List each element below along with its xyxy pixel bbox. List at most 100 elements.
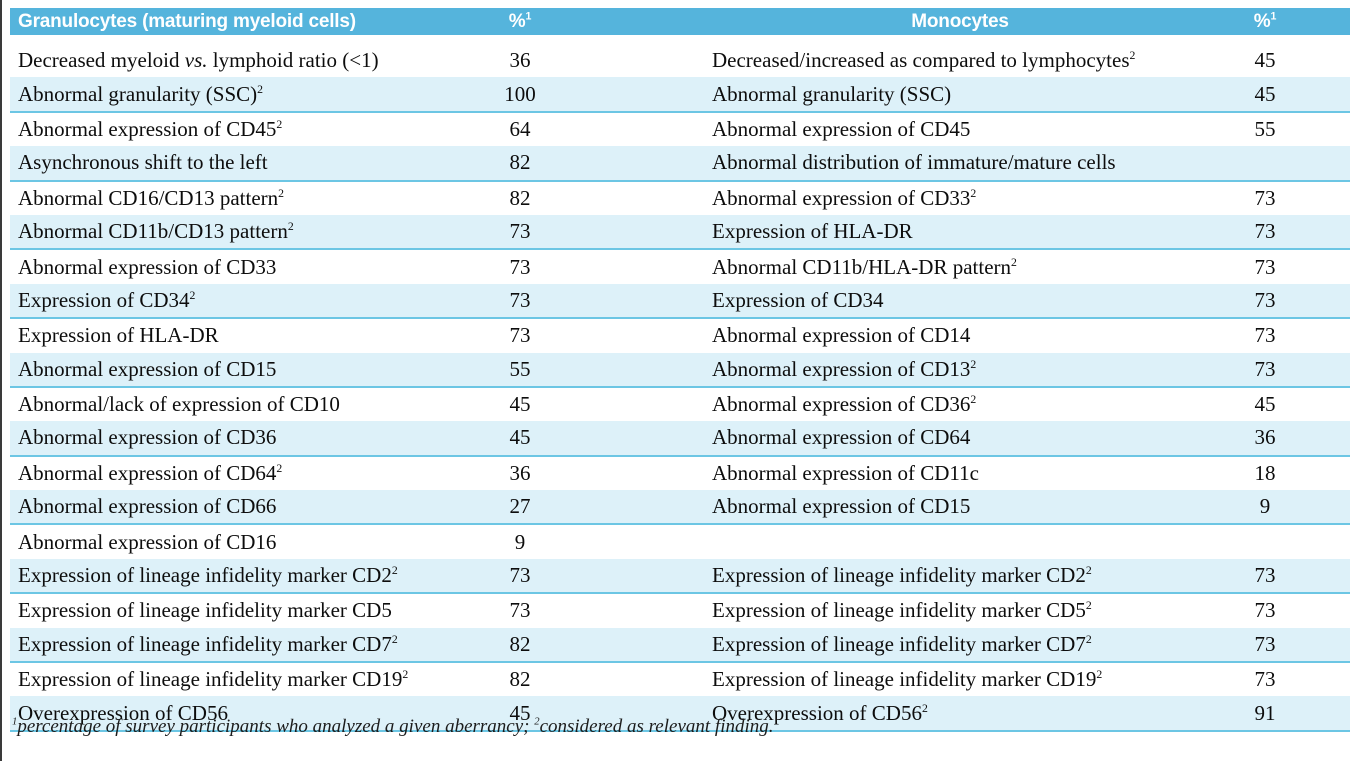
monocyte-aberrancy-cell: Abnormal expression of CD11c: [712, 460, 979, 485]
row-spacer: [560, 456, 710, 490]
table-row: Expression of HLA-DR 73 Abnormal expressio…: [10, 318, 1350, 352]
row-tail: [1320, 318, 1350, 352]
granulocyte-percent-cell: 73: [509, 323, 531, 348]
table-row: Expression of lineage infidelity marker …: [10, 627, 1350, 664]
granulocyte-aberrancy-cell: Abnormal expression of CD66: [10, 490, 480, 526]
table-row: Overexpression of CD56 45 Overexpression o…: [10, 696, 1350, 732]
monocyte-percent-cell: [1210, 146, 1320, 182]
granulocyte-aberrancy-cell: Abnormal expression of CD33: [18, 254, 277, 279]
table-row: Abnormal expression of CD16 9: [10, 524, 1350, 558]
left-border-rule: [0, 0, 2, 761]
row-tail: [1320, 593, 1350, 627]
granulocytes-percent-header: %1: [480, 8, 560, 35]
granulocyte-percent-cell: 82: [480, 146, 560, 182]
row-spacer: [560, 490, 710, 526]
monocyte-aberrancy-cell: Abnormal expression of CD132: [710, 352, 1210, 388]
row-spacer: [560, 146, 710, 182]
monocyte-percent-cell: 73: [1254, 323, 1276, 348]
monocyte-percent-cell: 73: [1210, 627, 1320, 664]
row-spacer: [560, 421, 710, 457]
row-tail: [1320, 283, 1350, 320]
row-tail: [1320, 627, 1350, 664]
table-row: Abnormal expression of CD66 27 Abnormal ex…: [10, 490, 1350, 526]
granulocyte-percent-cell: 45: [509, 392, 531, 417]
granulocyte-percent-cell: 36: [509, 48, 531, 73]
granulocyte-aberrancy-cell: Expression of lineage infidelity marker …: [18, 667, 409, 692]
granulocyte-percent-cell: 73: [480, 214, 560, 251]
row-spacer: [560, 181, 710, 215]
row-spacer: [560, 214, 710, 251]
monocyte-aberrancy-cell: Expression of HLA-DR: [710, 214, 1210, 251]
header-gap-row: [10, 35, 1350, 44]
monocyte-aberrancy-cell: Abnormal expression of CD362: [712, 392, 977, 417]
granulocyte-percent-cell: 45: [480, 696, 560, 732]
monocyte-percent-cell: 73: [1254, 667, 1276, 692]
monocyte-percent-cell: 45: [1210, 77, 1320, 113]
row-spacer: [560, 44, 710, 77]
monocyte-percent-cell: [1210, 524, 1320, 558]
granulocyte-aberrancy-cell: Decreased myeloid vs. lymphoid ratio (<1…: [18, 48, 379, 73]
table-row: Expression of lineage infidelity marker …: [10, 662, 1350, 696]
granulocyte-percent-cell: 73: [480, 283, 560, 320]
monocyte-percent-cell: 73: [1210, 283, 1320, 320]
row-tail: [1320, 524, 1350, 558]
monocyte-aberrancy-cell: Expression of lineage infidelity marker …: [712, 598, 1092, 623]
granulocyte-percent-cell: 27: [480, 490, 560, 526]
monocyte-aberrancy-cell: Decreased/increased as compared to lymph…: [712, 48, 1136, 73]
table-row: Asynchronous shift to the left 82 Abnormal…: [10, 146, 1350, 182]
granulocyte-aberrancy-cell: Abnormal expression of CD642: [18, 460, 283, 485]
row-tail: [1320, 249, 1350, 283]
row-tail: [1320, 456, 1350, 490]
monocyte-percent-cell: 73: [1210, 214, 1320, 251]
monocyte-aberrancy-cell: [710, 524, 1210, 558]
table-row: Abnormal expression of CD36 45 Abnormal ex…: [10, 421, 1350, 457]
granulocyte-aberrancy-cell: Abnormal expression of CD16: [18, 529, 277, 554]
granulocyte-aberrancy-cell: Expression of lineage infidelity marker …: [10, 627, 480, 664]
granulocyte-percent-cell: 73: [480, 558, 560, 595]
row-spacer: [560, 283, 710, 320]
table-row: Decreased myeloid vs. lymphoid ratio (<1…: [10, 44, 1350, 77]
granulocyte-percent-cell: 64: [509, 116, 531, 141]
granulocyte-aberrancy-cell: Expression of lineage infidelity marker …: [18, 598, 392, 623]
row-spacer: [560, 318, 710, 352]
row-spacer: [560, 627, 710, 664]
aberrancies-table: Granulocytes (maturing myeloid cells) %1…: [10, 8, 1350, 732]
row-tail: [1320, 181, 1350, 215]
monocyte-aberrancy-cell: Expression of CD34: [710, 283, 1210, 320]
granulocyte-aberrancy-cell: Abnormal CD11b/CD13 pattern2: [10, 214, 480, 251]
granulocyte-aberrancy-cell: Abnormal/lack of expression of CD10: [18, 392, 340, 417]
row-tail: [1320, 387, 1350, 421]
granulocyte-aberrancy-cell: Overexpression of CD56: [10, 696, 480, 732]
granulocyte-aberrancy-cell: Asynchronous shift to the left: [10, 146, 480, 182]
row-spacer: [560, 352, 710, 388]
granulocyte-aberrancy-cell: Abnormal expression of CD15: [10, 352, 480, 388]
table-row: Abnormal CD16/CD13 pattern2 82 Abnormal ex…: [10, 181, 1350, 215]
monocyte-percent-cell: 55: [1254, 116, 1276, 141]
row-spacer: [560, 249, 710, 283]
monocyte-aberrancy-cell: Expression of lineage infidelity marker …: [712, 667, 1103, 692]
row-spacer: [560, 558, 710, 595]
granulocyte-percent-cell: 73: [509, 598, 531, 623]
table-row: Abnormal granularity (SSC)2 100 Abnormal g…: [10, 77, 1350, 113]
header-row: Granulocytes (maturing myeloid cells) %1…: [10, 8, 1350, 35]
row-tail: [1320, 421, 1350, 457]
monocyte-percent-cell: 73: [1254, 598, 1276, 623]
monocytes-percent-header: %1: [1210, 8, 1320, 35]
monocyte-percent-cell: 18: [1254, 460, 1276, 485]
monocyte-percent-cell: 45: [1254, 48, 1276, 73]
granulocyte-aberrancy-cell: Expression of HLA-DR: [18, 323, 219, 348]
row-spacer: [560, 696, 710, 732]
monocyte-aberrancy-cell: Abnormal expression of CD14: [712, 323, 971, 348]
granulocyte-percent-cell: 73: [509, 254, 531, 279]
granulocyte-aberrancy-cell: Abnormal CD16/CD13 pattern2: [18, 185, 285, 210]
monocyte-aberrancy-cell: Abnormal expression of CD45: [712, 116, 971, 141]
row-tail: [1320, 214, 1350, 251]
footnote: 1percentage of survey participants who a…: [12, 716, 774, 737]
row-spacer: [560, 593, 710, 627]
monocyte-percent-cell: 9: [1210, 490, 1320, 526]
row-tail: [1320, 44, 1350, 77]
table-row: Abnormal CD11b/CD13 pattern2 73 Expression…: [10, 214, 1350, 251]
row-tail: [1320, 112, 1350, 146]
monocyte-aberrancy-cell: Expression of lineage infidelity marker …: [710, 558, 1210, 595]
monocyte-percent-cell: 73: [1254, 254, 1276, 279]
